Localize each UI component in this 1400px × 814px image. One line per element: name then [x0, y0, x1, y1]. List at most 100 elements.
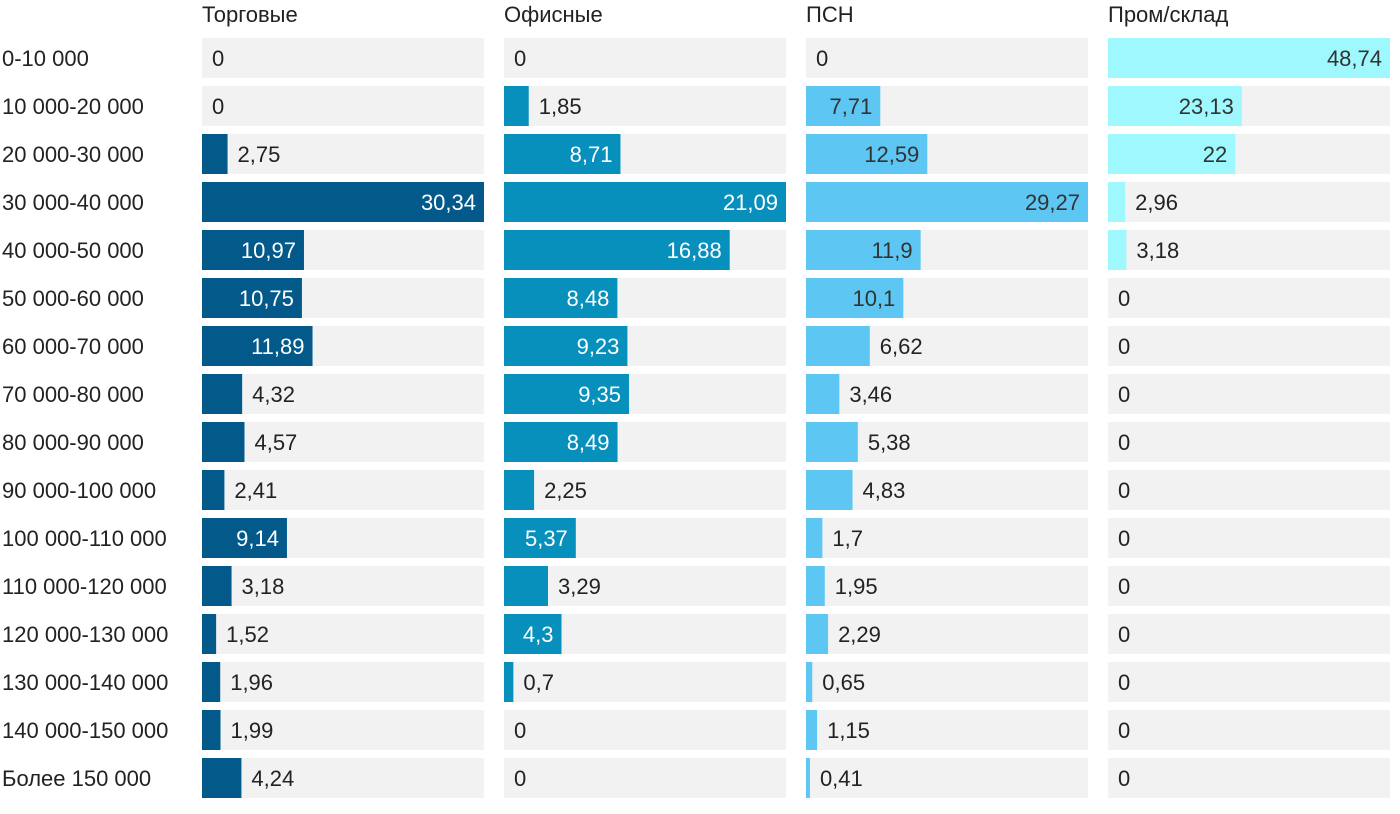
bar-track	[1108, 278, 1390, 318]
bar-value-label: 10,97	[241, 238, 296, 263]
bar-value-label: 8,49	[567, 430, 610, 455]
bar-track	[1108, 662, 1390, 702]
bar-value-label: 2,41	[234, 478, 277, 503]
bar	[504, 566, 548, 606]
bar-value-label: 0	[1118, 670, 1130, 695]
bar-value-label: 8,71	[570, 142, 613, 167]
bar	[202, 566, 232, 606]
category-label: 90 000-100 000	[2, 478, 156, 503]
bar-value-label: 29,27	[1025, 190, 1080, 215]
bar-track	[504, 470, 786, 510]
category-label: 10 000-20 000	[2, 94, 144, 119]
bar	[806, 134, 928, 174]
bar	[504, 182, 786, 222]
bar	[202, 230, 304, 270]
category-label: 100 000-110 000	[2, 526, 167, 551]
bar-value-label: 0	[1118, 334, 1130, 359]
bar	[504, 374, 630, 414]
category-label: 0-10 000	[2, 46, 89, 71]
bar-value-label: 0	[1118, 382, 1130, 407]
bar-value-label: 16,88	[667, 238, 722, 263]
bar-value-label: 1,96	[230, 670, 273, 695]
bar	[806, 710, 818, 750]
panel-title: Торговые	[202, 2, 298, 27]
bar	[806, 230, 921, 270]
bar-value-label: 0	[1118, 622, 1130, 647]
bar-value-label: 0	[212, 46, 224, 71]
bar	[202, 518, 287, 558]
bar-track	[806, 470, 1088, 510]
bar	[806, 614, 829, 654]
category-label: 20 000-30 000	[2, 142, 144, 167]
bar	[202, 470, 225, 510]
bar-track	[1108, 614, 1390, 654]
panel-title: Пром/склад	[1108, 2, 1228, 27]
category-label: 130 000-140 000	[2, 670, 168, 695]
bar-value-label: 8,48	[567, 286, 610, 311]
category-label: 60 000-70 000	[2, 334, 144, 359]
bar-value-label: 6,62	[880, 334, 923, 359]
bar-value-label: 1,52	[226, 622, 269, 647]
bar-track	[202, 422, 484, 462]
bar	[806, 662, 813, 702]
category-label: Более 150 000	[2, 766, 151, 791]
bar-value-label: 7,71	[829, 94, 872, 119]
bar-value-label: 4,32	[252, 382, 295, 407]
bar-track	[1108, 182, 1390, 222]
bar	[806, 422, 858, 462]
bar-value-label: 0	[514, 46, 526, 71]
bar	[504, 614, 562, 654]
bar	[1108, 134, 1236, 174]
bar-track	[202, 38, 484, 78]
category-label: 120 000-130 000	[2, 622, 168, 647]
bar-track	[806, 614, 1088, 654]
bar-track	[202, 662, 484, 702]
bar	[504, 230, 730, 270]
bar-value-label: 5,38	[868, 430, 911, 455]
bar-track	[806, 38, 1088, 78]
bar-value-label: 0,65	[822, 670, 865, 695]
bar	[504, 662, 514, 702]
bar-value-label: 1,85	[539, 94, 582, 119]
bar	[504, 470, 535, 510]
bar	[504, 422, 618, 462]
bar-track	[504, 86, 786, 126]
bar	[806, 326, 870, 366]
bar-value-label: 9,23	[577, 334, 620, 359]
bar-value-label: 4,24	[251, 766, 294, 791]
bar-track	[1108, 470, 1390, 510]
bar-value-label: 0	[1118, 430, 1130, 455]
bar-value-label: 11,89	[251, 334, 304, 359]
bar	[504, 518, 576, 558]
bar-value-label: 5,37	[525, 526, 568, 551]
bar-track	[504, 566, 786, 606]
bar-value-label: 0	[1118, 526, 1130, 551]
bar	[806, 182, 1088, 222]
bar-value-label: 0	[1118, 286, 1130, 311]
bar	[202, 422, 245, 462]
bar-track	[202, 86, 484, 126]
bar-value-label: 0	[1118, 766, 1130, 791]
bar-track	[202, 134, 484, 174]
category-label: 140 000-150 000	[2, 718, 168, 743]
bar-track	[806, 566, 1088, 606]
bar-track	[202, 374, 484, 414]
category-label: 40 000-50 000	[2, 238, 144, 263]
bar-track	[806, 374, 1088, 414]
bar-track	[1108, 566, 1390, 606]
bar-track	[202, 614, 484, 654]
bar-value-label: 0,41	[820, 766, 863, 791]
bar-value-label: 10,1	[852, 286, 895, 311]
category-label: 80 000-90 000	[2, 430, 144, 455]
bar	[806, 758, 810, 798]
bar-track	[806, 518, 1088, 558]
bar-value-label: 0	[816, 46, 828, 71]
bar	[504, 134, 621, 174]
bar	[1108, 86, 1242, 126]
bar	[202, 134, 228, 174]
bar	[504, 326, 628, 366]
bar-value-label: 4,57	[254, 430, 297, 455]
bar	[202, 614, 217, 654]
bar-value-label: 3,18	[1136, 238, 1179, 263]
